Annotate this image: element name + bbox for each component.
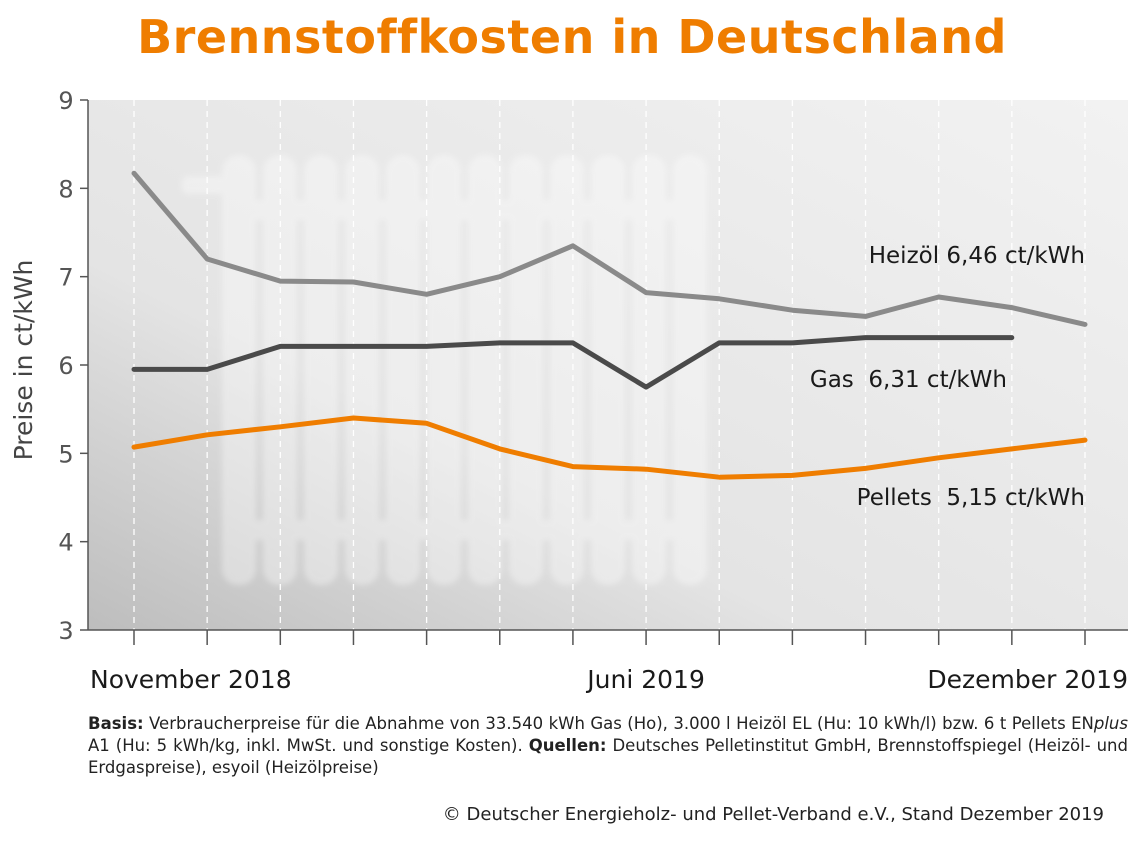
- line-chart: 3 4 5 6 7 8 9 November 2018 Juni 2019 Dezember 2…: [9, 87, 1128, 694]
- series-line-gas: [131, 335, 1015, 390]
- y-tick-label-6: 6: [58, 352, 73, 380]
- x-tick-label-2019-06: Juni 2019: [585, 665, 705, 694]
- footnote: Basis: Verbraucherpreise für die Abnahme…: [88, 713, 1128, 779]
- chart-title: Brennstoffkosten in Deutschland: [137, 10, 1007, 64]
- series-label-pellets: Pellets 5,15 ct/kWh: [857, 485, 1085, 511]
- y-tick-label-5: 5: [58, 440, 73, 468]
- vertical-gridlines: [133, 100, 1086, 630]
- footnote-basis-text: Verbraucherpreise für die Abnahme von 33…: [143, 714, 1094, 733]
- y-tick-label-7: 7: [58, 264, 73, 292]
- x-tick-label-2018-11: November 2018: [90, 665, 292, 694]
- copyright-notice: © Deutscher Energieholz- und Pellet-Verb…: [442, 804, 1104, 825]
- footnote-enplus-italic: plus: [1093, 714, 1128, 733]
- y-axis-ticks: 3 4 5 6 7 8 9: [58, 87, 88, 645]
- footnote-quellen-label: Quellen:: [528, 736, 607, 755]
- y-axis-label: Preise in ct/kWh: [9, 260, 38, 461]
- series-lines: [131, 170, 1088, 480]
- footnote-basis-label: Basis:: [88, 714, 144, 733]
- series-line-pellets: [131, 415, 1088, 480]
- y-tick-label-4: 4: [58, 529, 73, 557]
- series-label-gas: Gas 6,31 ct/kWh: [810, 367, 1007, 393]
- footnote-basis-text2: A1 (Hu: 5 kWh/kg, inkl. MwSt. und sonsti…: [88, 736, 529, 755]
- x-tick-label-2019-12: Dezember 2019: [927, 665, 1128, 694]
- y-tick-label-3: 3: [58, 617, 73, 645]
- series-label-heizoel: Heizöl 6,46 ct/kWh: [869, 243, 1085, 269]
- footnote-quellen-text: Deutsches Pelletinstitut GmbH, Brennstof…: [88, 736, 1128, 777]
- series-line-heizoel: [131, 170, 1088, 327]
- y-tick-label-9: 9: [58, 87, 73, 115]
- x-axis-ticks: November 2018 Juni 2019 Dezember 2019: [90, 630, 1128, 694]
- y-tick-label-8: 8: [58, 175, 73, 203]
